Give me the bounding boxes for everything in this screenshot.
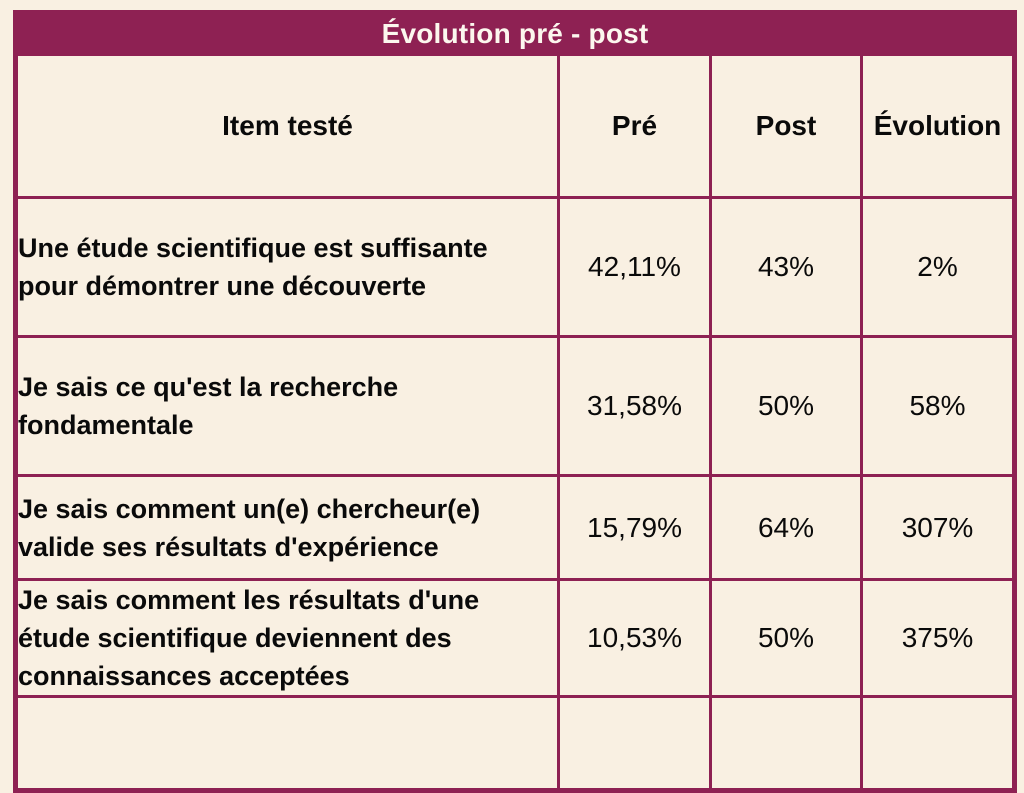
column-header-evolution: Évolution [859, 53, 1017, 199]
pre-cell: 10,53% [557, 578, 712, 698]
pre-cell: 15,79% [557, 474, 712, 581]
item-cell [14, 695, 560, 792]
post-cell: 50% [709, 335, 863, 477]
table-row: Je sais comment un(e) chercheur(e) valid… [14, 474, 1017, 581]
post-cell: 50% [709, 578, 863, 698]
evolution-cell: 307% [859, 474, 1017, 581]
table-title: Évolution pré - post [13, 11, 1017, 56]
item-cell: Je sais comment un(e) chercheur(e) valid… [14, 474, 560, 581]
evolution-cell: 2% [859, 196, 1017, 338]
table-row-partial [14, 695, 1017, 792]
post-cell [709, 695, 863, 792]
table-row: Je sais comment les résultats d'une étud… [14, 578, 1017, 698]
pre-cell: 42,11% [557, 196, 712, 338]
pre-cell: 31,58% [557, 335, 712, 477]
evolution-pre-post-table: Évolution pré - post Item testé Pré Post… [13, 10, 1018, 793]
item-cell: Je sais ce qu'est la recherche fondament… [14, 335, 560, 477]
page: Évolution pré - post Item testé Pré Post… [13, 10, 1018, 793]
pre-cell [557, 695, 712, 792]
table-row: Une étude scientifique est suffisante po… [14, 196, 1017, 338]
evolution-cell: 58% [859, 335, 1017, 477]
evolution-cell [859, 695, 1017, 792]
table-row: Je sais ce qu'est la recherche fondament… [14, 335, 1017, 477]
column-header-item: Item testé [14, 53, 560, 199]
table-header-row: Item testé Pré Post Évolution [14, 53, 1017, 199]
table-title-row: Évolution pré - post [13, 11, 1017, 56]
item-cell: Une étude scientifique est suffisante po… [14, 196, 560, 338]
post-cell: 64% [709, 474, 863, 581]
column-header-post: Post [709, 53, 863, 199]
post-cell: 43% [709, 196, 863, 338]
item-cell: Je sais comment les résultats d'une étud… [14, 578, 560, 698]
column-header-pre: Pré [557, 53, 712, 199]
evolution-cell: 375% [859, 578, 1017, 698]
